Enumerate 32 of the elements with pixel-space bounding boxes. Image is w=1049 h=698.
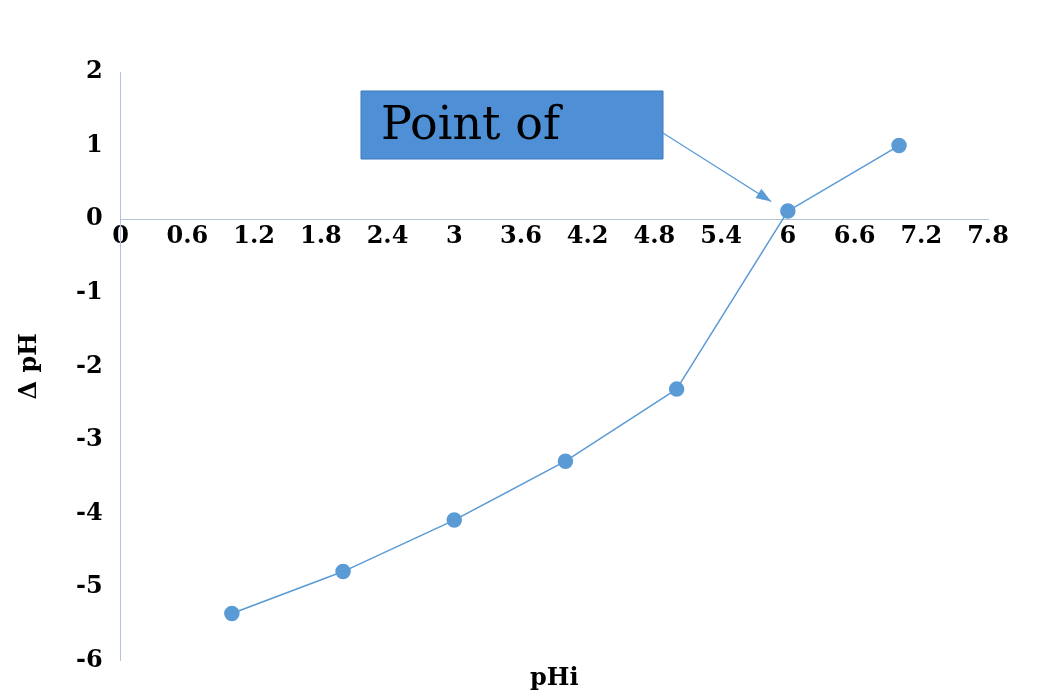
annotation: Point of — [381, 95, 563, 150]
y-tick-label: -5 — [75, 570, 103, 600]
y-tick-label: 2 — [85, 55, 103, 85]
x-tick-label: 5.4 — [700, 219, 743, 249]
point — [780, 203, 796, 219]
x-tick-label: 2.4 — [366, 219, 409, 249]
y-tick-label: -1 — [75, 275, 103, 305]
point — [446, 512, 462, 528]
x-tick-label: 0.6 — [166, 219, 209, 249]
point — [668, 381, 685, 397]
x-tick-label: 7.2 — [900, 219, 943, 249]
y-tick-label: -3 — [75, 423, 103, 453]
x-tick-label: 0 — [112, 219, 130, 249]
y-tick-label: -2 — [75, 349, 103, 379]
x-tick-label: 6 — [779, 219, 797, 249]
y-tick-label: -4 — [75, 496, 103, 526]
point — [557, 453, 574, 469]
x-tick-label: 1.2 — [233, 219, 275, 249]
x-tick-label: 4.2 — [566, 219, 609, 249]
point — [335, 563, 351, 580]
point — [891, 137, 907, 154]
y-tick-label: 1 — [85, 128, 103, 158]
x-tick-label: 7.8 — [967, 219, 1009, 249]
x-tick-label: 4.8 — [633, 219, 676, 249]
x-tick-label: 3 — [445, 219, 463, 249]
x-tick-label: 1.8 — [299, 219, 342, 249]
x-tick-label: 3.6 — [500, 219, 542, 249]
y-axis-title: Δ pH — [13, 333, 43, 400]
x-axis-title: pHi — [530, 662, 579, 692]
y-tick-label: -6 — [75, 643, 103, 673]
point — [224, 605, 240, 622]
x-tick-label: 6.6 — [833, 219, 876, 249]
